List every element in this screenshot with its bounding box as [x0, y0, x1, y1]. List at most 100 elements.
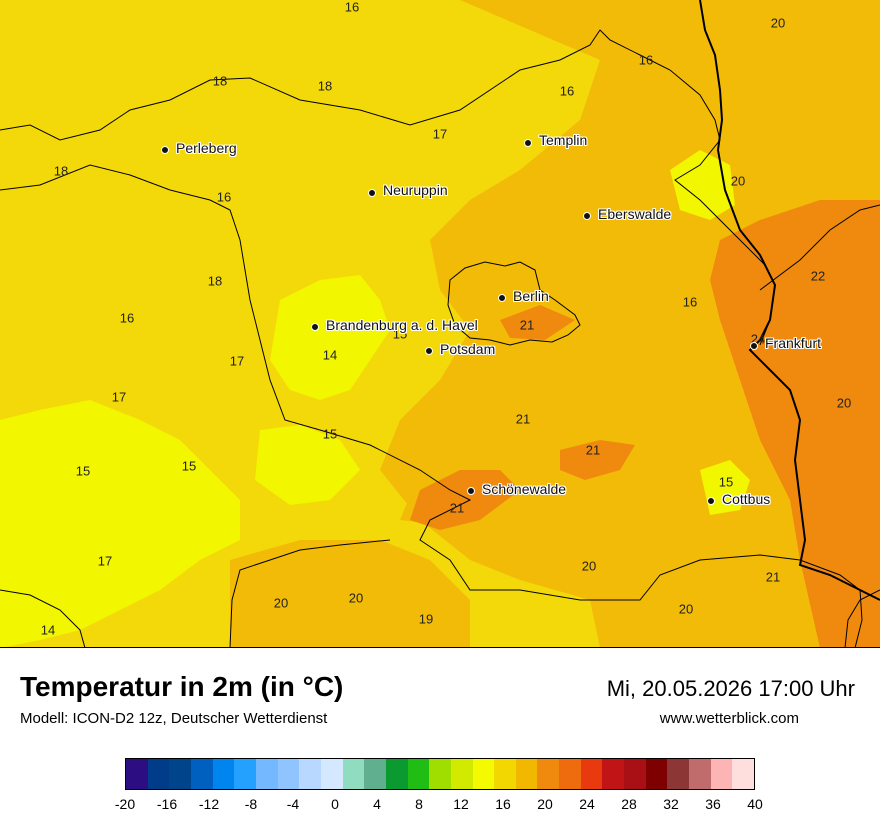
legend-swatch	[364, 759, 386, 789]
map-value: 21	[449, 500, 465, 516]
legend-swatch	[212, 759, 235, 789]
legend-swatch	[255, 759, 278, 789]
city-label-perleberg: Perleberg	[176, 140, 237, 156]
map-value: 18	[212, 73, 228, 89]
legend-swatch	[667, 759, 690, 789]
city-marker	[425, 347, 433, 355]
legend-swatch	[234, 759, 256, 789]
hot-region	[500, 305, 575, 340]
legend-tick-label: 12	[453, 796, 469, 812]
legend-tick-label: 40	[747, 796, 763, 812]
legend-swatch	[407, 759, 430, 789]
map-value: 18	[53, 163, 69, 179]
map-value: 21	[519, 317, 535, 333]
city-marker	[467, 487, 475, 495]
legend-tick-label: 24	[579, 796, 595, 812]
legend-tick-label: 28	[621, 796, 637, 812]
map-value: 17	[111, 389, 127, 405]
city-marker	[524, 139, 532, 147]
map-value: 16	[119, 310, 135, 326]
map-value: 17	[229, 353, 245, 369]
map-value: 15	[392, 326, 408, 342]
map-value: 21	[585, 442, 601, 458]
legend-tick-label: 4	[373, 796, 381, 812]
map-value: 16	[344, 0, 360, 15]
map-value: 18	[317, 78, 333, 94]
map-value: 20	[730, 173, 746, 189]
city-label-berlin: Berlin	[513, 288, 549, 304]
hot-region	[410, 470, 520, 530]
legend-swatch	[126, 759, 148, 789]
map-value: 16	[559, 83, 575, 99]
legend-swatch	[277, 759, 300, 789]
map-value: 20	[581, 558, 597, 574]
model-info: Modell: ICON-D2 12z, Deutscher Wetterdie…	[20, 710, 328, 727]
map-canvas	[0, 0, 880, 647]
legend-swatch	[494, 759, 516, 789]
legend-swatch	[645, 759, 668, 789]
legend-swatch	[299, 759, 321, 789]
city-marker	[368, 189, 376, 197]
legend-tick-label: -16	[156, 796, 178, 812]
legend-swatch	[342, 759, 365, 789]
legend-swatch	[559, 759, 581, 789]
legend-tick-label: -20	[114, 796, 136, 812]
map-value: 15	[181, 458, 197, 474]
cool-region	[0, 400, 240, 647]
legend-swatch	[190, 759, 213, 789]
legend-tick-label: -4	[286, 796, 300, 812]
legend-swatch	[320, 759, 343, 789]
legend-swatch	[472, 759, 495, 789]
state-border	[0, 589, 86, 647]
temperature-map: 16 20 16 18 18 16 17 18 16 20 22 18 16 1…	[0, 0, 880, 648]
map-value: 14	[40, 622, 56, 638]
state-border	[229, 539, 391, 647]
berlin-border	[447, 261, 581, 346]
color-legend	[125, 758, 755, 790]
legend-swatch	[710, 759, 733, 789]
state-border	[0, 164, 863, 647]
website-link[interactable]: www.wetterblick.com	[659, 710, 799, 727]
legend-tick-label: 20	[537, 796, 553, 812]
legend-tick-label: 36	[705, 796, 721, 812]
map-value: 16	[638, 52, 654, 68]
map-value: 20	[348, 590, 364, 606]
legend-swatch	[689, 759, 711, 789]
national-border	[699, 0, 880, 601]
legend-swatch	[624, 759, 646, 789]
legend-tick-label: 8	[415, 796, 423, 812]
map-value: 16	[682, 294, 698, 310]
hot-region	[710, 200, 880, 647]
legend-tick-label: 32	[663, 796, 679, 812]
legend-swatch	[147, 759, 170, 789]
map-value: 20	[836, 395, 852, 411]
legend-swatch	[515, 759, 538, 789]
legend-swatch	[537, 759, 560, 789]
state-border	[0, 29, 776, 346]
map-value: 14	[322, 347, 338, 363]
city-marker	[750, 342, 758, 350]
state-border	[759, 204, 880, 291]
city-marker	[311, 323, 319, 331]
map-value: 21	[765, 569, 781, 585]
map-value: 18	[207, 273, 223, 289]
legend-swatch	[169, 759, 191, 789]
city-label-templin: Templin	[539, 132, 588, 148]
city-marker	[707, 497, 715, 505]
city-marker	[498, 294, 506, 302]
legend-swatch	[385, 759, 408, 789]
map-value: 20	[273, 595, 289, 611]
map-value: 15	[718, 474, 734, 490]
city-label-schoenewalde: Schönewalde	[482, 481, 567, 497]
legend-swatch	[732, 759, 755, 789]
hot-region	[560, 440, 635, 480]
legend-tick-label: 16	[495, 796, 511, 812]
warm-region	[230, 540, 470, 647]
legend-swatch	[602, 759, 625, 789]
map-value: 15	[75, 463, 91, 479]
map-value: 19	[418, 611, 434, 627]
map-value: 21	[515, 411, 531, 427]
city-label-potsdam: Potsdam	[440, 341, 496, 357]
cool-region	[670, 150, 735, 220]
legend-tick-label: -8	[244, 796, 258, 812]
